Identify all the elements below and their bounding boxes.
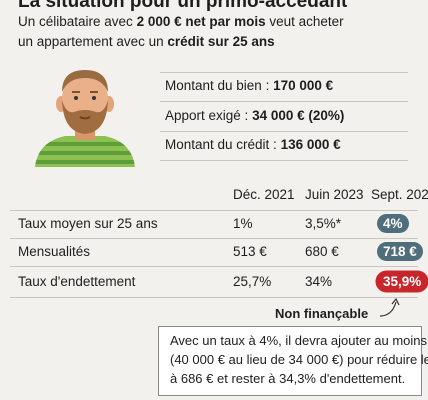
text: Montant du bien : bbox=[165, 78, 274, 93]
annotation: Non finançable bbox=[275, 306, 369, 321]
note-line: Avec un taux à 4%, il devra ajouter au m… bbox=[170, 333, 428, 348]
note-line: (40 000 € au lieu de 34 000 €) pour rédu… bbox=[170, 352, 428, 367]
cell: 34% bbox=[305, 274, 333, 289]
subtitle-line: un appartement avec un crédit sur 25 ans bbox=[18, 34, 275, 49]
separator bbox=[160, 72, 408, 73]
separator bbox=[160, 101, 408, 102]
title: La situation pour un primo-accédant bbox=[18, 0, 348, 12]
column-header: Sept. 2023 bbox=[371, 187, 428, 202]
highlight-cell: 718 € bbox=[377, 242, 423, 261]
note-box bbox=[158, 326, 422, 396]
separator bbox=[10, 210, 418, 211]
cell: 513 € bbox=[233, 244, 267, 259]
portrait-illustration bbox=[35, 70, 135, 167]
row-label: Taux d'endettement bbox=[18, 274, 136, 289]
cell: 3,5%* bbox=[305, 216, 342, 231]
text: à 686 € et rester à 34,3% d'endettement. bbox=[170, 371, 406, 386]
cell: 25,7% bbox=[233, 274, 272, 289]
bold-text: 2 000 € net par mois bbox=[136, 14, 266, 29]
row-label: Taux moyen sur 25 ans bbox=[18, 216, 158, 231]
highlight-cell: 35,9% bbox=[377, 272, 428, 291]
text: un appartement avec un bbox=[18, 34, 168, 49]
note-line: à 686 € et rester à 34,3% d'endettement. bbox=[170, 371, 405, 386]
row-label: Mensualités bbox=[18, 244, 91, 259]
profile-line: Montant du bien : 170 000 € bbox=[165, 78, 333, 93]
text: Apport exigé : bbox=[165, 107, 253, 123]
bold-text: 34 000 € (20%) bbox=[252, 107, 345, 123]
separator bbox=[10, 266, 418, 267]
bold-text: crédit sur 25 ans bbox=[167, 34, 275, 49]
highlight-cell: 4% bbox=[377, 214, 409, 233]
text: Avec un taux à 4%, il devra ajouter au m… bbox=[170, 333, 428, 348]
separator bbox=[10, 238, 418, 239]
subtitle-line: Un célibataire avec 2 000 € net par mois… bbox=[18, 14, 344, 29]
column-header: Juin 2023 bbox=[305, 187, 364, 202]
cell: 1% bbox=[233, 216, 253, 231]
text: Un célibataire avec bbox=[18, 14, 137, 29]
text: (40 000 € au lieu de 34 000 €) pour rédu… bbox=[170, 352, 428, 367]
bold-text: 136 000 € bbox=[280, 137, 341, 152]
cell: 680 € bbox=[305, 244, 339, 259]
profile-line: Montant du crédit : 136 000 € bbox=[165, 137, 341, 152]
bold-text: 170 000 € bbox=[273, 78, 334, 93]
column-header: Déc. 2021 bbox=[233, 187, 295, 202]
separator bbox=[10, 297, 418, 298]
separator bbox=[160, 160, 408, 161]
annotation-arrow bbox=[379, 297, 400, 317]
text: veut acheter bbox=[265, 14, 344, 29]
profile-line: Apport exigé : 34 000 € (20%) bbox=[165, 108, 344, 123]
text: Montant du crédit : bbox=[165, 137, 281, 152]
separator bbox=[160, 131, 408, 132]
